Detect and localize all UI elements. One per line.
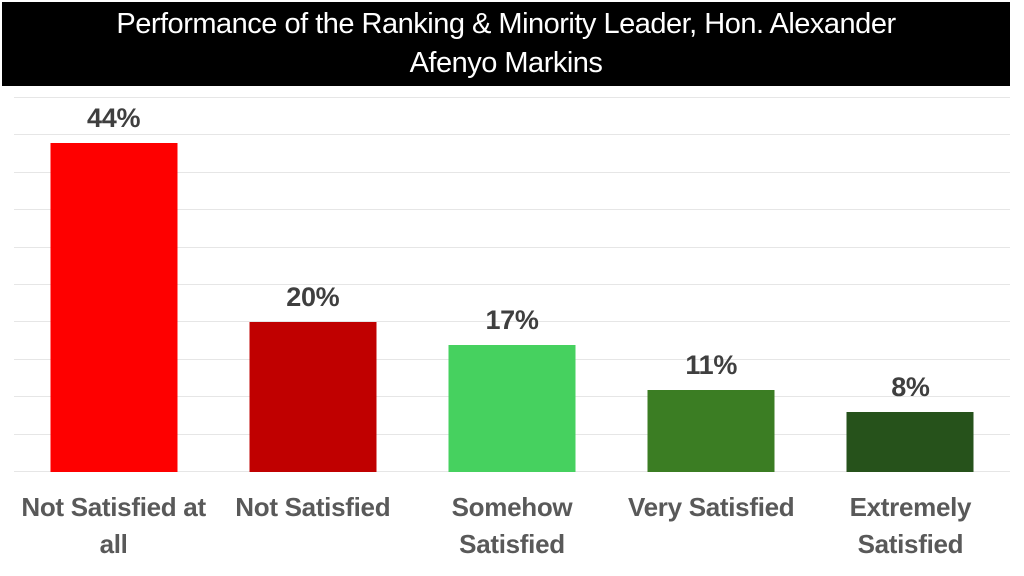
plot-area: 44% 20% 17% 11% 8% xyxy=(14,97,1010,472)
category-label-text: Extremely Satisfied xyxy=(849,492,972,559)
value-label: 44% xyxy=(87,102,141,133)
gridline xyxy=(14,209,1010,211)
category-label: Not Satisfied xyxy=(213,489,412,563)
category-label: Very Satisfied xyxy=(612,489,811,563)
bar xyxy=(50,142,178,472)
value-label: 11% xyxy=(685,349,738,380)
bar xyxy=(249,322,377,472)
category-label-text: Somehow Satisfied xyxy=(451,492,573,559)
bar-column: 8% xyxy=(811,98,1010,472)
gridline xyxy=(14,321,1010,323)
category-label-text: Not Satisfied xyxy=(235,492,391,522)
bar-column: 11% xyxy=(612,98,811,472)
category-label: Extremely Satisfied xyxy=(811,489,1010,563)
category-axis: Not Satisfied at all Not Satisfied Somehow… xyxy=(14,489,1010,563)
chart-title-line-1: Performance of the Ranking & Minority Le… xyxy=(116,8,896,40)
gridline xyxy=(14,284,1010,285)
gridline xyxy=(14,246,1010,248)
category-label-text: Very Satisfied xyxy=(628,492,795,522)
category-label: Not Satisfied at all xyxy=(14,489,213,563)
gridline xyxy=(14,97,1010,98)
bars-row: 44% 20% 17% 11% 8% xyxy=(14,98,1010,472)
gridline xyxy=(14,171,1010,173)
bar-column: 17% xyxy=(412,98,611,472)
bar xyxy=(448,344,576,472)
value-label: 20% xyxy=(286,282,340,313)
bar-column: 20% xyxy=(213,98,412,472)
bar-column: 44% xyxy=(14,98,213,472)
chart-title-line-2: Afenyo Markins xyxy=(409,47,603,79)
category-label: Somehow Satisfied xyxy=(412,489,611,563)
bar xyxy=(846,412,974,472)
value-label: 17% xyxy=(485,304,539,335)
gridline xyxy=(14,134,1010,136)
chart-title-banner: Performance of the Ranking & Minority Le… xyxy=(2,2,1010,86)
category-label-text: Not Satisfied at all xyxy=(21,492,206,559)
value-label: 8% xyxy=(891,372,930,403)
bar xyxy=(647,389,775,472)
